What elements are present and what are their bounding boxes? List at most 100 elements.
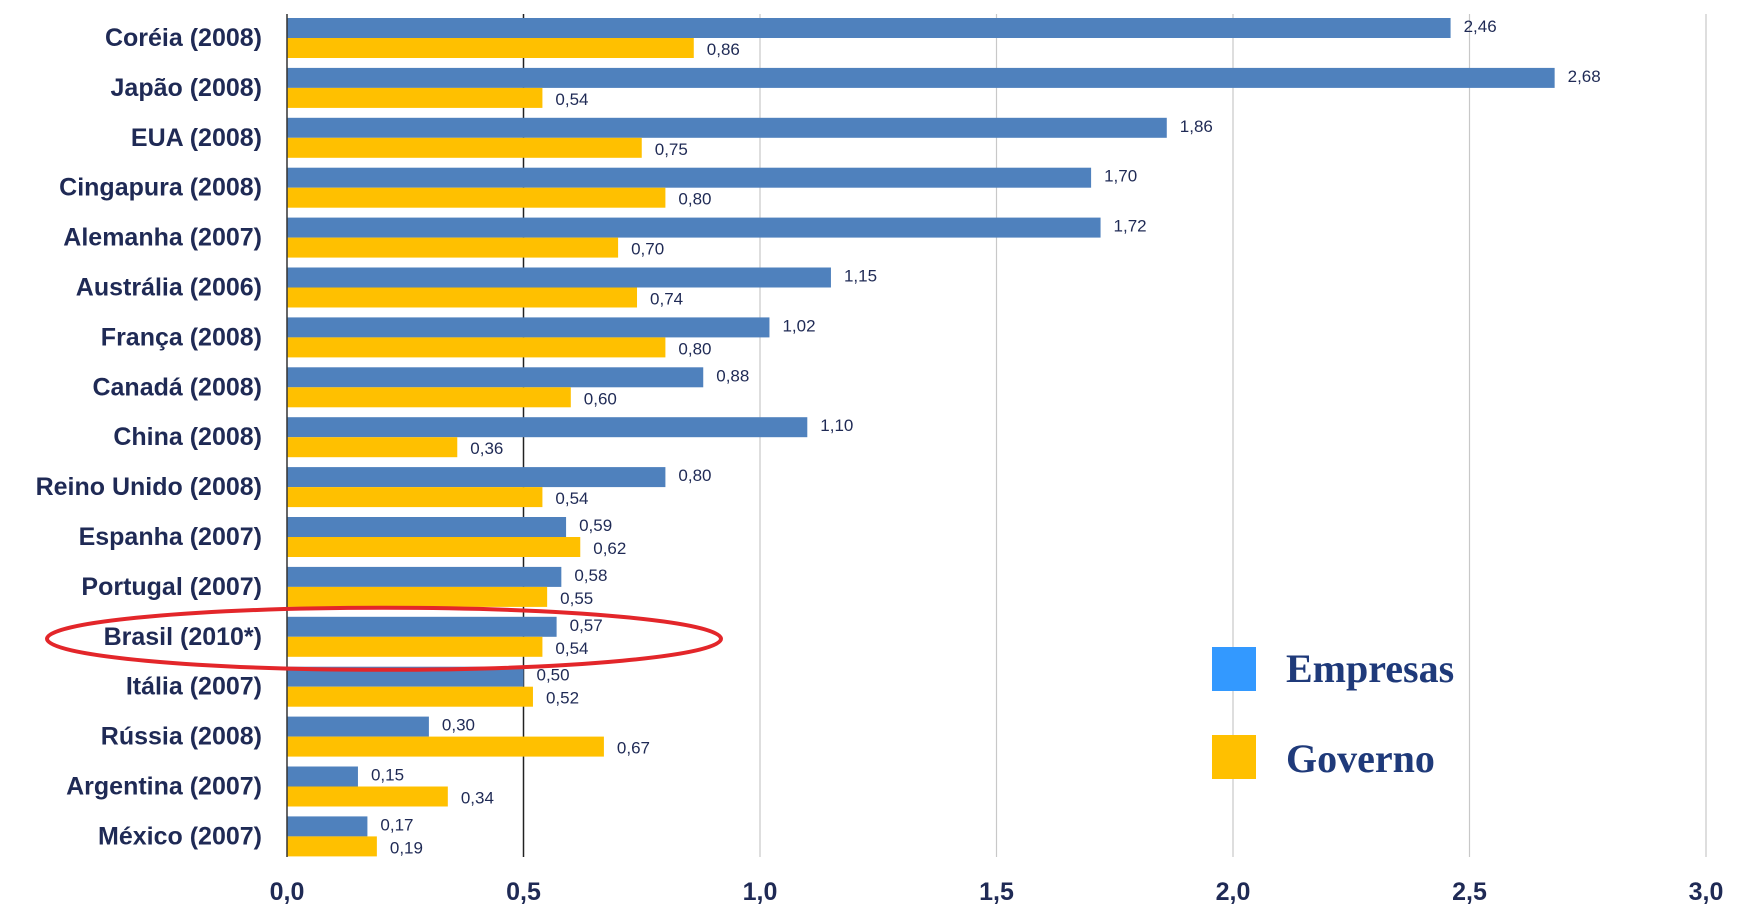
legend-label-governo: Governo — [1286, 736, 1435, 781]
data-label-governo: 0,62 — [593, 539, 626, 558]
data-label-empresas: 0,17 — [380, 815, 413, 834]
legend: Empresas Governo — [1212, 646, 1454, 781]
category-label: Cingapura (2008) — [59, 174, 262, 202]
category-label: França (2008) — [101, 323, 262, 351]
bar-governo — [287, 487, 543, 508]
bar-empresas — [287, 616, 557, 637]
data-label-governo: 0,34 — [461, 789, 494, 808]
x-tick-label: 1,5 — [979, 878, 1014, 906]
bar-empresas — [287, 716, 429, 737]
data-label-governo: 0,75 — [655, 140, 688, 159]
data-label-empresas: 1,15 — [844, 267, 877, 286]
highlight-ellipse — [45, 605, 723, 672]
bar-governo — [287, 237, 619, 258]
bar-governo — [287, 287, 638, 308]
bar-governo — [287, 337, 666, 358]
bar-empresas — [287, 367, 704, 388]
category-label: Argentina (2007) — [66, 773, 262, 801]
data-label-governo: 0,54 — [555, 639, 588, 658]
data-label-empresas: 1,10 — [820, 416, 853, 435]
bar-governo — [287, 636, 543, 657]
data-label-empresas: 0,30 — [442, 716, 475, 735]
data-label-governo: 0,67 — [617, 739, 650, 758]
data-label-empresas: 0,59 — [579, 516, 612, 535]
data-label-empresas: 1,86 — [1180, 117, 1213, 136]
category-label: Portugal (2007) — [81, 573, 262, 601]
bar-empresas — [287, 816, 368, 837]
data-label-governo: 0,70 — [631, 240, 664, 259]
data-label-empresas: 0,88 — [716, 366, 749, 385]
x-tick-label: 0,5 — [506, 878, 541, 906]
category-label: Reino Unido (2008) — [36, 473, 262, 501]
bar-governo — [287, 686, 533, 707]
bar-governo — [287, 38, 694, 58]
category-label: México (2007) — [98, 822, 262, 850]
category-label: Espanha (2007) — [79, 523, 262, 551]
data-label-empresas: 1,72 — [1114, 217, 1147, 236]
data-label-empresas: 0,15 — [371, 766, 404, 785]
bar-empresas — [287, 267, 831, 288]
category-label: Brasil (2010*) — [104, 623, 262, 651]
bar-governo — [287, 586, 548, 607]
bar-empresas — [287, 517, 567, 537]
bar-governo — [287, 387, 571, 408]
category-label: EUA (2008) — [131, 124, 262, 152]
data-label-governo: 0,54 — [555, 489, 588, 508]
category-label: China (2008) — [113, 423, 262, 451]
data-label-empresas: 1,70 — [1104, 167, 1137, 186]
bar-governo — [287, 736, 604, 757]
bar-governo — [287, 537, 581, 557]
data-label-empresas: 0,80 — [678, 466, 711, 485]
bar-governo — [287, 437, 458, 458]
x-tick-label: 3,0 — [1689, 878, 1724, 906]
x-tick-label: 0,0 — [270, 878, 305, 906]
bar-empresas — [287, 766, 358, 787]
legend-swatch-governo — [1212, 735, 1256, 779]
x-tick-label: 2,5 — [1452, 878, 1487, 906]
data-label-empresas: 1,02 — [782, 316, 815, 335]
grid-layer — [522, 14, 1707, 857]
bar-governo — [287, 187, 666, 208]
bar-empresas — [287, 467, 666, 488]
bar-empresas — [287, 317, 770, 338]
bar-empresas — [287, 167, 1092, 188]
category-label: Austrália (2006) — [76, 274, 262, 302]
data-label-governo: 0,86 — [707, 40, 740, 59]
data-label-governo: 0,74 — [650, 290, 683, 309]
bar-governo — [287, 836, 377, 857]
bar-empresas — [287, 217, 1101, 238]
legend-label-empresas: Empresas — [1286, 646, 1454, 691]
axis-layer: 0,0 0,5 1,0 1,5 2,0 2,5 3,0 — [270, 14, 1724, 906]
data-label-empresas: 0,50 — [537, 666, 570, 685]
legend-swatch-empresas — [1212, 647, 1256, 691]
category-label: Coréia (2008) — [105, 24, 262, 52]
bars-layer — [287, 18, 1555, 857]
bar-governo — [287, 87, 543, 108]
bar-empresas — [287, 117, 1167, 138]
category-label: Rússia (2008) — [101, 723, 262, 751]
bar-empresas — [287, 417, 808, 438]
category-label: Japão (2008) — [111, 74, 262, 102]
data-label-governo: 0,19 — [390, 838, 423, 857]
data-label-governo: 0,80 — [678, 339, 711, 358]
category-label: Itália (2007) — [126, 673, 262, 701]
data-label-governo: 0,80 — [678, 190, 711, 209]
data-label-empresas: 2,68 — [1568, 67, 1601, 86]
bar-empresas — [287, 566, 562, 587]
bar-empresas — [287, 666, 524, 687]
data-label-empresas: 2,46 — [1464, 17, 1497, 36]
bar-governo — [287, 786, 448, 807]
bar-empresas — [287, 18, 1451, 38]
labels-layer: Coréia (2008) 2,46 0,86 Japão (2008) 2,68 0,5… — [36, 17, 1601, 857]
x-tick-label: 1,0 — [743, 878, 778, 906]
data-label-governo: 0,55 — [560, 589, 593, 608]
data-label-empresas: 0,58 — [574, 566, 607, 585]
x-tick-label: 2,0 — [1216, 878, 1251, 906]
data-label-governo: 0,54 — [555, 90, 588, 109]
bar-governo — [287, 137, 642, 158]
data-label-governo: 0,60 — [584, 389, 617, 408]
data-label-empresas: 0,57 — [570, 616, 603, 635]
category-label: Alemanha (2007) — [63, 224, 262, 252]
data-label-governo: 0,52 — [546, 689, 579, 708]
